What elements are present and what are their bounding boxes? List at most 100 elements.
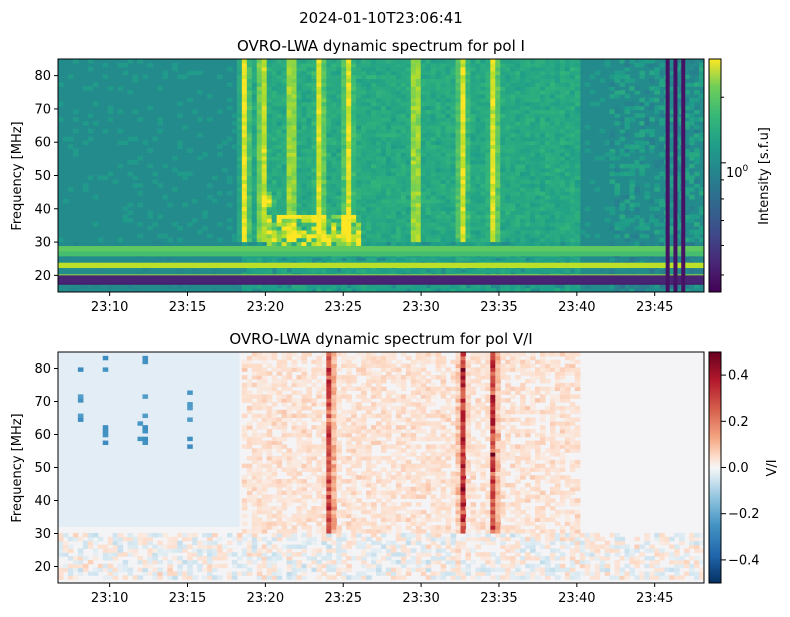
heatmap-cell bbox=[465, 229, 472, 235]
heatmap-cell bbox=[475, 187, 481, 192]
heatmap-cell bbox=[266, 121, 273, 126]
heatmap-cell bbox=[510, 288, 516, 292]
heatmap-cell bbox=[371, 257, 377, 262]
heatmap-cell bbox=[694, 229, 700, 235]
heatmap-cell bbox=[107, 284, 114, 289]
heatmap-cell bbox=[574, 125, 581, 130]
heatmap-cell bbox=[559, 70, 566, 76]
heatmap-cell bbox=[256, 159, 263, 165]
heatmap-cell bbox=[420, 229, 427, 235]
heatmap-cell bbox=[540, 121, 546, 126]
heatmap-cell bbox=[326, 62, 332, 68]
heatmap-cell bbox=[261, 163, 268, 169]
heatmap-cell bbox=[381, 268, 387, 274]
heatmap-cell bbox=[525, 105, 531, 111]
heatmap-cell bbox=[400, 167, 407, 173]
heatmap-cell bbox=[445, 163, 452, 169]
heatmap-cell bbox=[301, 136, 308, 142]
heatmap-cell bbox=[445, 140, 452, 146]
heatmap-cell bbox=[420, 163, 427, 169]
heatmap-cell bbox=[236, 109, 243, 114]
heatmap-cell bbox=[246, 156, 253, 161]
heatmap-cell bbox=[694, 156, 700, 161]
heatmap-cell bbox=[564, 229, 571, 235]
heatmap-cell bbox=[544, 206, 551, 212]
heatmap-cell bbox=[470, 214, 477, 219]
heatmap-cell bbox=[122, 218, 129, 223]
heatmap-cell bbox=[530, 125, 536, 130]
heatmap-cell bbox=[177, 74, 183, 80]
heatmap-cell bbox=[117, 140, 124, 146]
heatmap-cell bbox=[520, 237, 526, 243]
heatmap-cell bbox=[316, 183, 322, 188]
heatmap-cell bbox=[574, 222, 581, 227]
heatmap-cell bbox=[485, 191, 491, 196]
heatmap-cell bbox=[549, 257, 556, 262]
heatmap-cell bbox=[306, 288, 313, 292]
heatmap-cell bbox=[236, 78, 243, 83]
heatmap-cell bbox=[286, 128, 293, 134]
heatmap-cell bbox=[480, 74, 486, 80]
heatmap-cell bbox=[301, 82, 308, 87]
heatmap-cell bbox=[301, 78, 308, 83]
heatmap-cell bbox=[281, 93, 288, 99]
heatmap-cell bbox=[390, 156, 397, 161]
heatmap-cell bbox=[226, 191, 233, 196]
heatmap-cell bbox=[331, 121, 337, 126]
heatmap-cell bbox=[495, 225, 501, 231]
heatmap-cell bbox=[62, 552, 69, 557]
heatmap-cell bbox=[639, 70, 645, 76]
heatmap-cell bbox=[574, 101, 581, 107]
heatmap-cell bbox=[530, 257, 536, 262]
heatmap-cell bbox=[122, 563, 129, 569]
heatmap-cell bbox=[554, 175, 561, 180]
heatmap-cell bbox=[241, 109, 248, 114]
heatmap-cell bbox=[405, 194, 412, 200]
heatmap-cell bbox=[336, 214, 342, 219]
heatmap-cell bbox=[157, 117, 163, 122]
heatmap-cell bbox=[564, 167, 571, 173]
heatmap-cell bbox=[281, 187, 288, 192]
heatmap-cell bbox=[425, 202, 432, 208]
heatmap-cell bbox=[256, 171, 263, 177]
heatmap-cell bbox=[376, 163, 382, 169]
heatmap-cell bbox=[296, 233, 303, 239]
heatmap-cell bbox=[415, 62, 422, 68]
heatmap-cell bbox=[246, 86, 253, 91]
heatmap-cell bbox=[465, 117, 472, 122]
heatmap-cell bbox=[564, 206, 571, 212]
heatmap-cell bbox=[505, 128, 511, 134]
heatmap-cell bbox=[465, 156, 472, 161]
heatmap-cell bbox=[346, 268, 352, 274]
heatmap-cell bbox=[371, 268, 377, 274]
heatmap-cell bbox=[361, 82, 367, 87]
heatmap-cell bbox=[475, 140, 481, 146]
heatmap-cell bbox=[142, 559, 149, 565]
heatmap-cell bbox=[475, 136, 481, 142]
heatmap-cell bbox=[316, 113, 322, 118]
heatmap-cell bbox=[311, 202, 317, 208]
heatmap-cell bbox=[455, 159, 462, 165]
heatmap-cell bbox=[117, 86, 124, 91]
heatmap-cell bbox=[395, 59, 402, 64]
heatmap-cell bbox=[440, 210, 447, 215]
heatmap-cell bbox=[72, 241, 79, 246]
heatmap-cell bbox=[540, 82, 546, 87]
heatmap-cell bbox=[311, 171, 317, 177]
heatmap-cell bbox=[684, 128, 690, 134]
heatmap-cell bbox=[356, 152, 362, 157]
x-tick-label: 23:25 bbox=[325, 300, 362, 315]
heatmap-cell bbox=[525, 187, 531, 192]
heatmap-cell bbox=[316, 136, 322, 142]
heatmap-cell bbox=[356, 233, 362, 239]
heatmap-cell bbox=[177, 225, 183, 231]
heatmap-cell bbox=[569, 74, 576, 80]
heatmap-cell bbox=[525, 241, 531, 246]
heatmap-cell bbox=[256, 70, 263, 76]
heatmap-cell bbox=[425, 163, 432, 169]
heatmap-cell bbox=[321, 268, 327, 274]
heatmap-cell bbox=[445, 175, 452, 180]
heatmap-cell bbox=[142, 544, 149, 549]
heatmap-cell bbox=[510, 97, 516, 103]
